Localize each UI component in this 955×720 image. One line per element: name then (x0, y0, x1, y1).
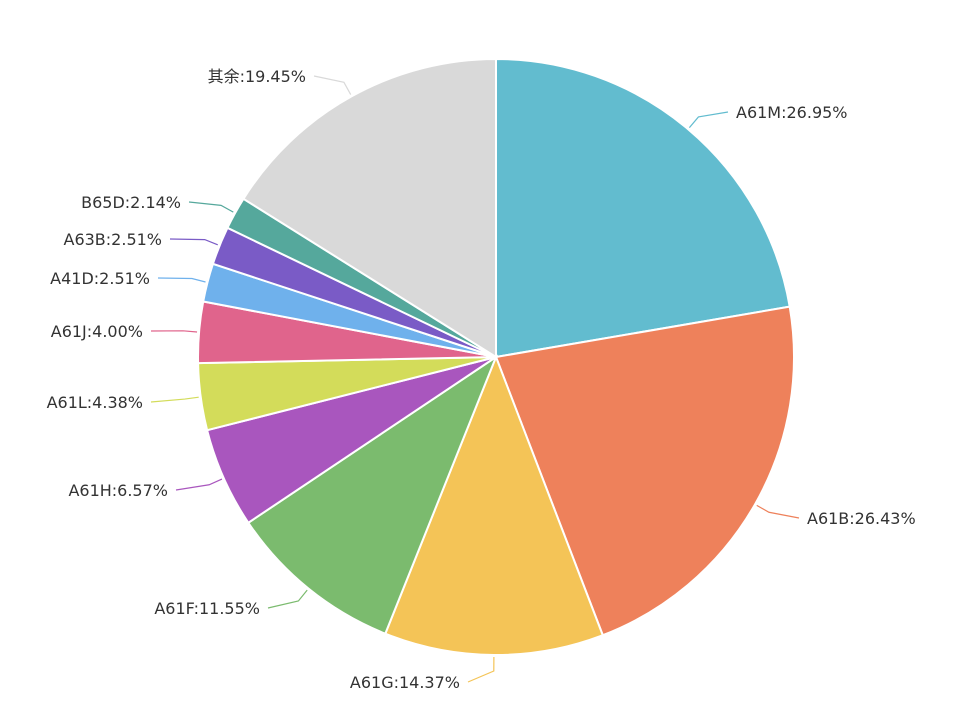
slice-label-其余: 其余:19.45% (208, 67, 306, 86)
leader-line-a63b (169, 238, 218, 246)
leader-line-a61j (150, 330, 198, 333)
slice-label-a61l: A61L:4.38% (47, 393, 143, 412)
label-leader-lines (150, 75, 800, 683)
leader-line-a61h (175, 478, 223, 491)
leader-line-a61l (150, 396, 199, 403)
leader-line-a41d (157, 277, 206, 283)
leader-line-a61f (267, 589, 308, 609)
slice-label-b65d: B65D:2.14% (81, 193, 181, 212)
slice-label-a41d: A41D:2.51% (50, 269, 150, 288)
slice-label-a61b: A61B:26.43% (807, 509, 916, 528)
leader-line-b65d (188, 201, 234, 213)
slice-label-a63b: A63B:2.51% (64, 230, 163, 249)
slice-labels: A61M:26.95% A61B:26.43% A61G:14.37% A61F:11… (47, 67, 916, 692)
slice-label-a61f: A61F:11.55% (154, 599, 260, 618)
pie-slice-a61f (246, 354, 499, 635)
pie-slices (197, 57, 795, 656)
leader-line-a61g (467, 656, 495, 683)
leader-line-其余 (313, 75, 352, 95)
slice-label-a61j: A61J:4.00% (51, 322, 143, 341)
slice-label-a61m: A61M:26.95% (736, 103, 848, 122)
slice-label-a61h: A61H:6.57% (68, 481, 168, 500)
leader-line-a61m (688, 111, 729, 129)
leader-line-a61b (756, 504, 800, 519)
pie-slice-a61m (495, 57, 791, 359)
slice-label-a61g: A61G:14.37% (350, 673, 460, 692)
pie-slice-其余 (242, 57, 497, 359)
pie-slice-a61b (494, 305, 795, 637)
pie-slice-a61g (384, 354, 605, 656)
